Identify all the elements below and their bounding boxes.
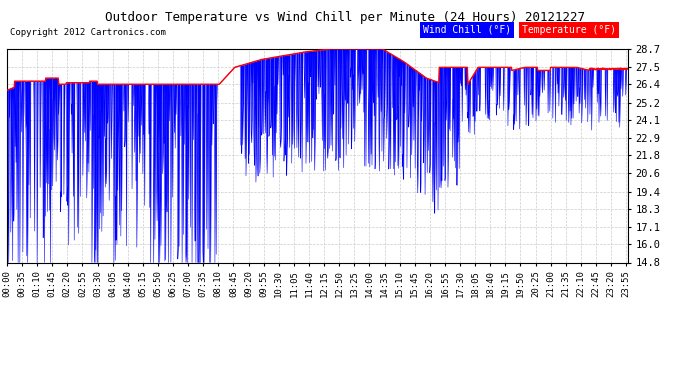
Text: Temperature (°F): Temperature (°F) — [522, 25, 616, 35]
Text: Copyright 2012 Cartronics.com: Copyright 2012 Cartronics.com — [10, 28, 166, 37]
Text: Outdoor Temperature vs Wind Chill per Minute (24 Hours) 20121227: Outdoor Temperature vs Wind Chill per Mi… — [105, 11, 585, 24]
Text: Wind Chill (°F): Wind Chill (°F) — [423, 25, 511, 35]
